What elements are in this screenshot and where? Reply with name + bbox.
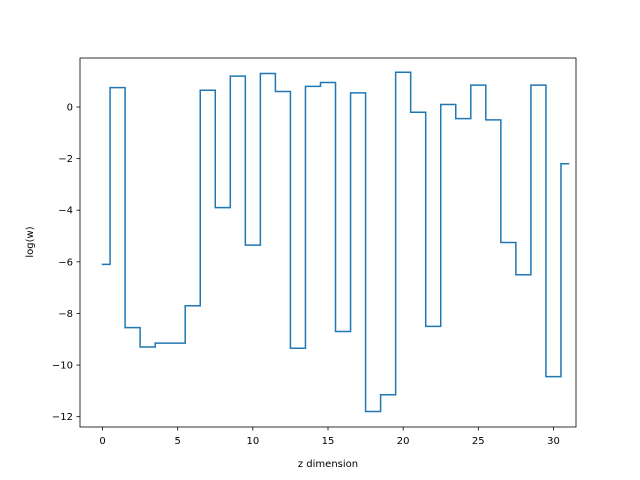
y-tick-label: −2 <box>58 154 73 165</box>
step-series-line <box>101 71 570 413</box>
series-layer <box>101 71 570 413</box>
y-tick-label: −12 <box>52 412 73 423</box>
x-axis-label: z dimension <box>298 459 358 470</box>
y-tick-label: −10 <box>52 361 73 372</box>
y-tick-label: −6 <box>58 257 73 268</box>
x-axis-ticks: 0 5 10 15 20 25 30 <box>99 427 560 447</box>
x-tick-label: 10 <box>246 436 259 447</box>
y-axis-label: log(w) <box>25 226 36 257</box>
x-tick-label: 20 <box>397 436 410 447</box>
y-tick-label: −4 <box>58 206 73 217</box>
x-tick-label: 15 <box>322 436 335 447</box>
y-axis-ticks: −12 −10 −8 −6 −4 −2 0 <box>52 103 80 423</box>
y-tick-label: 0 <box>67 103 73 114</box>
x-tick-label: 5 <box>175 436 181 447</box>
x-tick-label: 30 <box>547 436 560 447</box>
x-tick-label: 25 <box>472 436 485 447</box>
y-tick-label: −8 <box>58 309 73 320</box>
x-tick-label: 0 <box>99 436 105 447</box>
